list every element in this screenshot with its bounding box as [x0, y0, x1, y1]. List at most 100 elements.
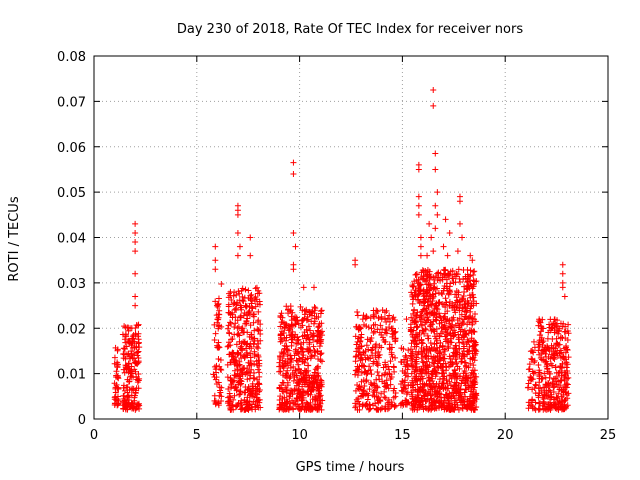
data-point	[132, 239, 139, 246]
data-point	[135, 321, 142, 328]
data-point	[135, 333, 142, 340]
data-point	[237, 313, 244, 320]
y-tick-label: 0.02	[57, 322, 86, 337]
chart-title: Day 230 of 2018, Rate Of TEC Index for r…	[177, 22, 523, 37]
data-point	[136, 402, 143, 409]
data-point	[277, 331, 284, 338]
data-point	[129, 335, 136, 342]
data-point	[234, 252, 241, 259]
data-point	[234, 211, 241, 218]
data-point	[212, 330, 219, 337]
data-point	[446, 229, 453, 236]
data-point	[251, 375, 258, 382]
data-point	[426, 220, 433, 227]
data-point	[549, 336, 556, 343]
data-point	[135, 322, 142, 329]
data-point	[247, 296, 254, 303]
data-point	[212, 243, 219, 250]
data-point	[434, 211, 441, 218]
data-point	[392, 393, 399, 400]
data-point	[254, 402, 261, 409]
data-point	[403, 316, 410, 323]
data-point	[235, 323, 242, 330]
y-tick-label: 0.08	[57, 50, 86, 65]
data-point	[559, 270, 566, 277]
data-point	[539, 325, 546, 332]
data-point	[218, 398, 225, 405]
data-point	[132, 387, 139, 394]
data-point	[470, 268, 477, 275]
data-point	[456, 198, 463, 205]
grid-lines	[94, 56, 608, 419]
data-point	[227, 319, 234, 326]
data-point	[229, 314, 236, 321]
data-point	[132, 368, 139, 375]
data-point	[432, 225, 439, 232]
data-point	[255, 353, 262, 360]
data-point	[122, 333, 129, 340]
data-point	[454, 248, 461, 255]
data-point	[214, 301, 221, 308]
data-point	[216, 307, 223, 314]
data-point	[121, 369, 128, 376]
data-point	[424, 252, 431, 259]
x-tick-label: 15	[394, 428, 411, 443]
data-point	[246, 369, 253, 376]
data-point	[546, 374, 553, 381]
y-tick-label: 0.04	[57, 232, 86, 247]
data-point	[126, 353, 133, 360]
data-point	[255, 380, 262, 387]
data-point	[253, 296, 260, 303]
data-point	[249, 305, 256, 312]
data-point	[113, 368, 120, 375]
data-point	[238, 346, 245, 353]
data-point	[250, 319, 257, 326]
data-point	[430, 87, 437, 94]
data-point	[234, 351, 241, 358]
data-point	[236, 332, 243, 339]
data-point	[279, 379, 286, 386]
data-point	[392, 354, 399, 361]
data-point	[243, 345, 250, 352]
data-point	[535, 362, 542, 369]
data-point	[318, 307, 325, 314]
data-point	[122, 339, 129, 346]
data-point	[354, 312, 361, 319]
data-point	[257, 404, 264, 411]
data-point	[240, 298, 247, 305]
data-point	[211, 321, 218, 328]
data-point	[440, 266, 447, 273]
data-point	[244, 349, 251, 356]
data-point	[230, 406, 237, 413]
data-point	[114, 396, 121, 403]
data-point	[125, 350, 132, 357]
data-point	[216, 392, 223, 399]
data-point	[113, 397, 120, 404]
y-tick-label: 0	[78, 413, 86, 428]
y-tick-label: 0.06	[57, 141, 86, 156]
data-point	[131, 392, 138, 399]
data-point	[124, 389, 131, 396]
data-point	[290, 229, 297, 236]
data-point	[248, 331, 255, 338]
data-point	[287, 307, 294, 314]
data-point	[565, 374, 572, 381]
data-point	[130, 332, 137, 339]
data-point	[238, 304, 245, 311]
data-point	[134, 349, 141, 356]
data-point	[241, 294, 248, 301]
data-point	[225, 386, 232, 393]
data-point	[237, 388, 244, 395]
data-point	[409, 283, 416, 290]
data-point	[290, 170, 297, 177]
data-point	[132, 229, 139, 236]
data-point	[228, 384, 235, 391]
data-point	[126, 378, 133, 385]
data-point	[132, 270, 139, 277]
data-point	[442, 295, 449, 302]
y-tick-label: 0.05	[57, 186, 86, 201]
data-point	[254, 290, 261, 297]
data-point	[125, 378, 132, 385]
data-point	[129, 336, 136, 343]
data-point	[251, 311, 258, 318]
